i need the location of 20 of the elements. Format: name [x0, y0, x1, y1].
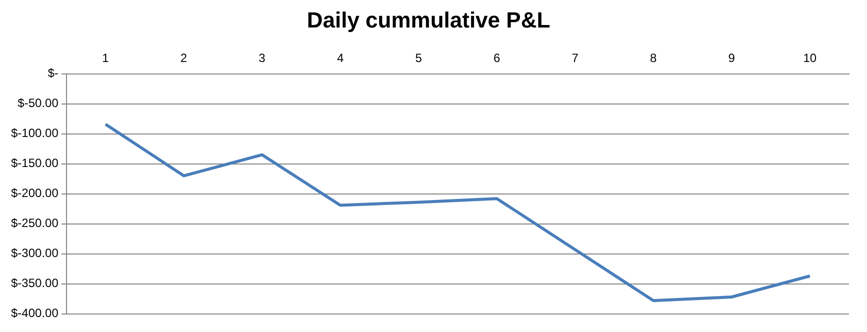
chart-title: Daily cummulative P&L: [306, 7, 550, 32]
x-tick-label: 1: [102, 50, 110, 65]
x-tick-label: 2: [180, 50, 188, 65]
y-tick-label: $-200.00: [11, 186, 59, 200]
x-tick-label: 5: [415, 50, 422, 65]
x-tick-label: 6: [493, 50, 500, 65]
x-tick-label: 3: [258, 50, 266, 65]
y-tick-label: $-350.00: [11, 276, 59, 290]
x-tick-label: 10: [803, 50, 817, 65]
x-tick-label: 9: [728, 50, 736, 65]
y-tick-label: $-400.00: [11, 306, 59, 320]
x-tick-label: 4: [336, 50, 344, 65]
x-tick-label: 8: [650, 50, 657, 65]
y-tick-label: $-50.00: [18, 96, 59, 110]
x-tick-label: 7: [572, 50, 579, 65]
y-tick-label: $-250.00: [11, 216, 59, 230]
y-tick-label: $-300.00: [11, 246, 59, 260]
y-tick-label: $-100.00: [11, 126, 59, 140]
y-tick-label: $-150.00: [11, 156, 59, 170]
y-tick-label: $-: [48, 66, 58, 80]
